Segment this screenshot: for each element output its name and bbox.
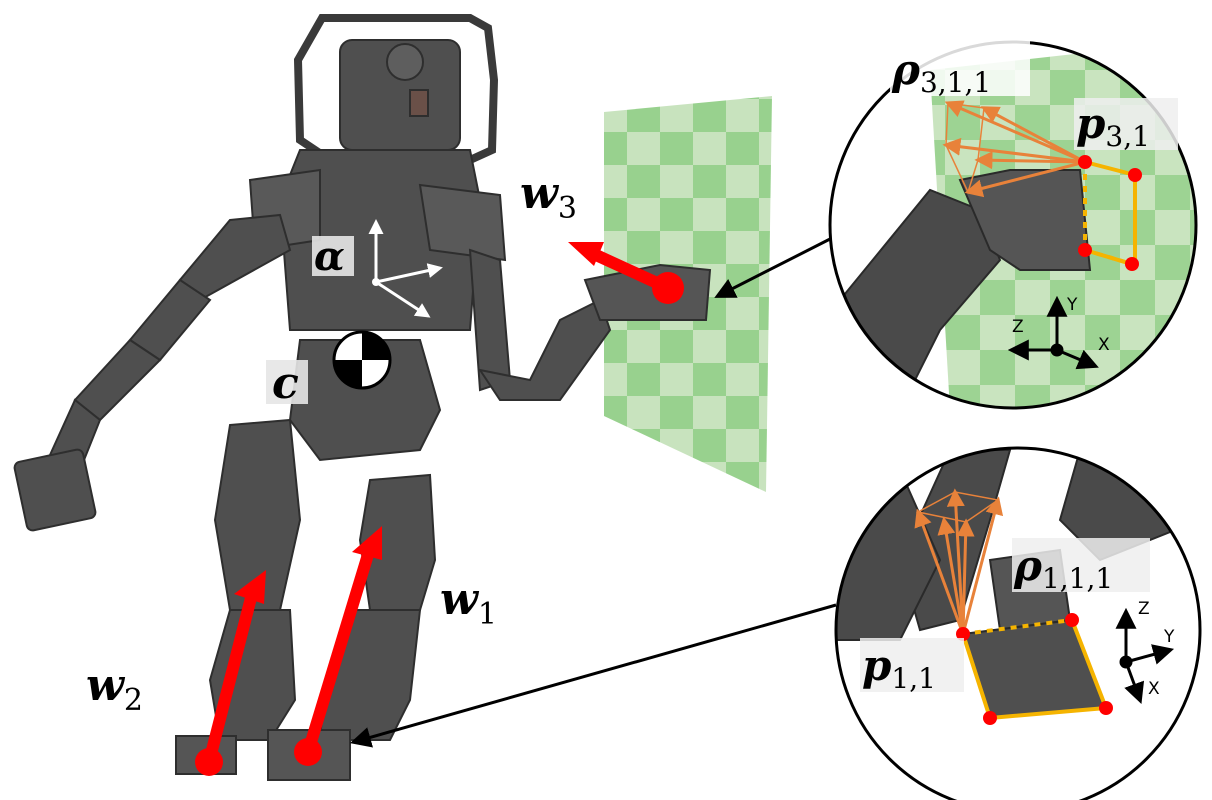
svg-text:α: α — [314, 233, 345, 280]
com-marker — [332, 330, 392, 390]
label-p-11: p1,1 — [860, 638, 964, 695]
svg-text:ρ3,1,1: ρ3,1,1 — [891, 45, 991, 99]
svg-text:X: X — [1098, 335, 1110, 355]
svg-text:X: X — [1148, 679, 1160, 699]
svg-text:c: c — [272, 358, 299, 409]
svg-text:Z: Z — [1012, 317, 1024, 337]
label-w1: w1 — [440, 574, 497, 632]
svg-text:Y: Y — [1163, 627, 1175, 647]
label-rho-111: ρ1,1,1 — [1012, 538, 1150, 595]
svg-text:Y: Y — [1066, 295, 1078, 315]
label-w3: w3 — [520, 168, 577, 226]
label-rho-311: ρ3,1,1 — [890, 40, 1030, 99]
svg-text:w2: w2 — [86, 660, 143, 718]
humanoid-robot — [13, 14, 712, 781]
svg-text:ρ1,1,1: ρ1,1,1 — [1013, 541, 1113, 595]
svg-text:w3: w3 — [520, 168, 577, 226]
label-p-31: p3,1 — [1074, 98, 1178, 153]
force-arrows — [195, 242, 684, 776]
svg-text:Z: Z — [1138, 599, 1150, 619]
svg-text:p1,1: p1,1 — [862, 641, 936, 695]
foot-contact-inset: Z Y X ρ1,1,1 p1,1 — [834, 446, 1202, 800]
label-alpha: α — [312, 233, 354, 280]
foot-inset-leader — [349, 603, 837, 748]
hand-contact-inset: Y Z X ρ3,1,1 p3,1 — [828, 40, 1198, 410]
label-c: c — [266, 358, 308, 409]
hand-inset-leader — [714, 236, 833, 298]
svg-text:w1: w1 — [440, 574, 497, 632]
label-w2: w2 — [86, 660, 143, 718]
svg-text:p3,1: p3,1 — [1076, 99, 1150, 153]
base-frame-axes — [368, 219, 443, 318]
